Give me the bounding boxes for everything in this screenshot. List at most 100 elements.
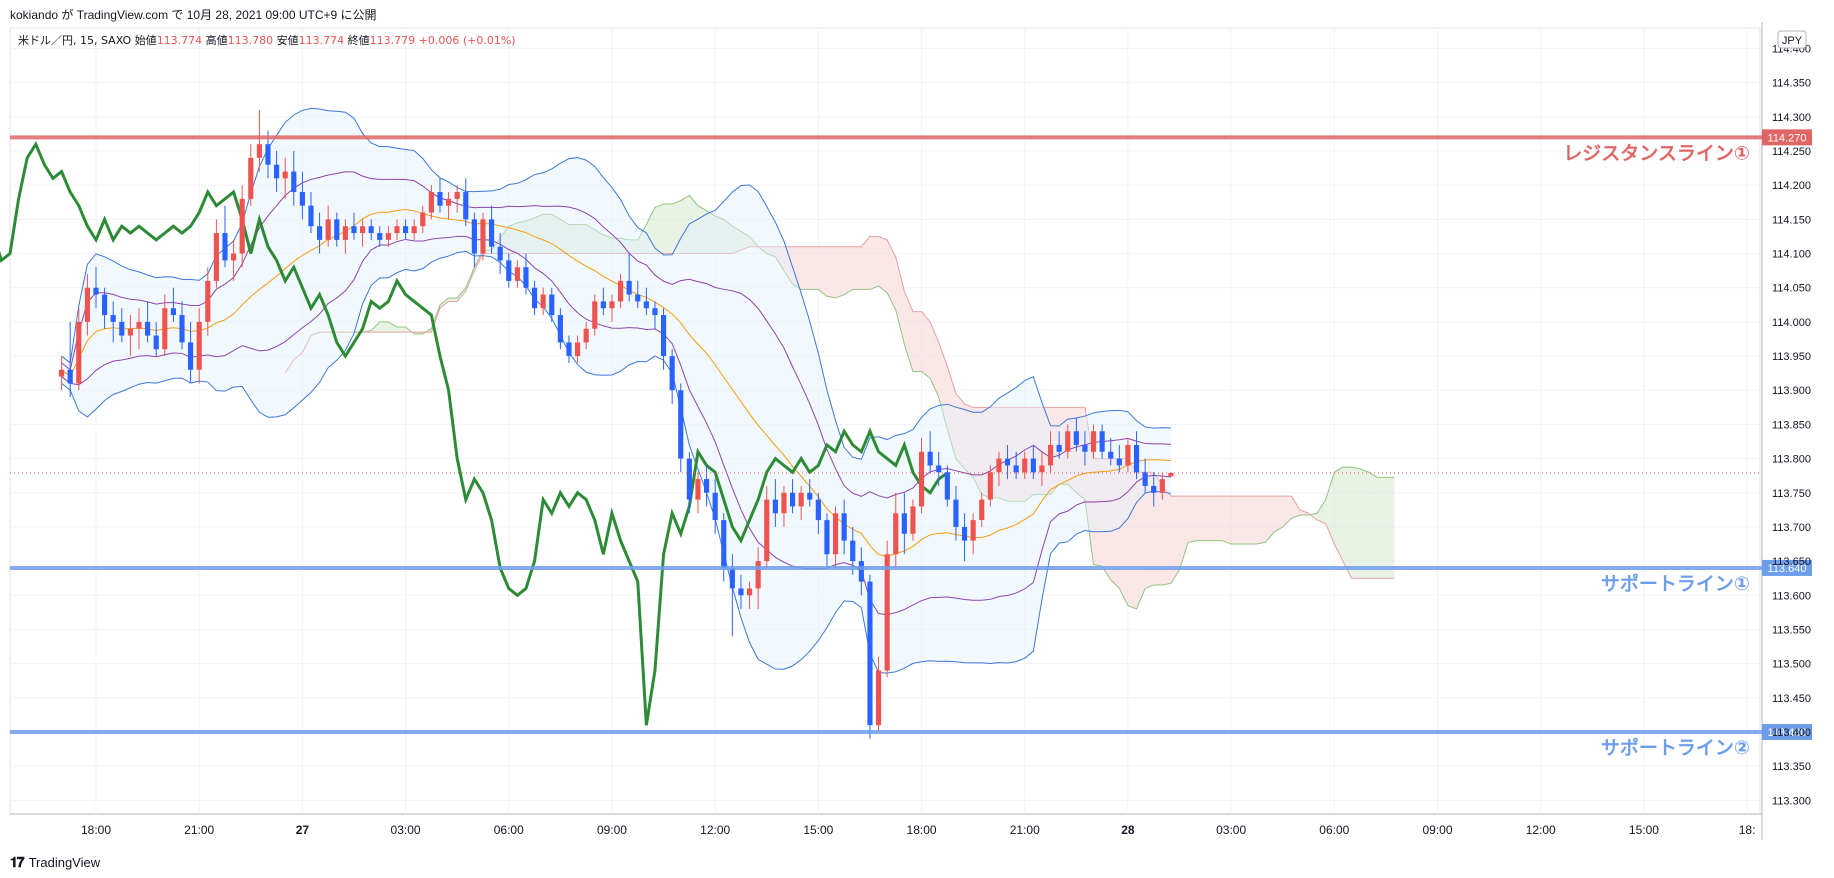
candle-body <box>1022 458 1028 473</box>
x-tick-label: 03:00 <box>1216 823 1246 837</box>
candle-body <box>557 315 563 343</box>
x-tick-label: 15:00 <box>803 823 833 837</box>
cloud-segment <box>732 226 741 254</box>
cloud-segment <box>904 291 913 372</box>
candle-body <box>910 506 916 534</box>
cloud-segment <box>663 203 673 254</box>
cloud-segment <box>448 297 458 302</box>
cloud-segment <box>826 246 836 298</box>
candle-body <box>188 342 194 370</box>
x-tick-label: 21:00 <box>1010 823 1040 837</box>
cloud-segment <box>1351 467 1361 579</box>
candle-body <box>789 492 796 507</box>
candle-body <box>712 492 718 521</box>
cloud-segment <box>809 246 819 290</box>
candle-body <box>1065 431 1071 452</box>
candle-body <box>867 581 873 726</box>
bb-middle <box>61 208 1171 557</box>
cloud-segment <box>1179 496 1189 570</box>
candle-body <box>566 342 572 357</box>
cloud-segment <box>1127 458 1137 609</box>
candle-body <box>76 321 82 384</box>
candle-body <box>471 219 477 254</box>
candle-body <box>334 219 340 240</box>
cloud-segment <box>921 311 931 379</box>
cloud-segment <box>740 231 750 251</box>
candle-body <box>1159 479 1165 493</box>
x-tick-label: 12:00 <box>1526 823 1556 837</box>
candle-body <box>428 192 434 213</box>
y-tick-label: 113.950 <box>1772 351 1811 363</box>
candle-body <box>755 561 761 589</box>
y-tick-label: 113.900 <box>1772 385 1811 397</box>
cloud-segment <box>457 287 466 302</box>
candle-body <box>953 499 959 527</box>
candle-body <box>592 301 598 329</box>
candle-body <box>110 315 116 322</box>
cloud-segment <box>1256 496 1266 545</box>
candle-body <box>652 308 658 316</box>
candle-body <box>205 280 211 322</box>
price-tag-label: 113.640 <box>1768 563 1807 575</box>
candle-body <box>162 308 168 350</box>
candle-body <box>635 294 641 302</box>
candle-body <box>256 144 262 158</box>
cloud-segment <box>586 224 595 254</box>
y-tick-label: 113.800 <box>1772 454 1811 466</box>
y-tick-label: 114.350 <box>1772 78 1811 90</box>
cloud-segment <box>1050 407 1060 495</box>
cloud-segment <box>766 246 776 257</box>
candle-body <box>1004 458 1011 466</box>
cloud-segment <box>973 407 982 495</box>
cloud-segment <box>654 203 664 254</box>
cloud-segment <box>517 221 526 254</box>
candle-body <box>420 212 426 227</box>
candle-body <box>858 561 864 582</box>
cloud-segment <box>551 214 561 254</box>
candle-body <box>231 253 237 261</box>
y-tick-label: 113.300 <box>1772 795 1811 807</box>
cloud-segment <box>1274 496 1283 533</box>
candle-body <box>893 513 899 555</box>
candle-body <box>463 192 469 220</box>
y-tick-label: 113.450 <box>1772 693 1811 705</box>
candle-body <box>325 219 331 240</box>
cloud-segment <box>1033 407 1042 495</box>
candlesticks <box>59 110 1174 739</box>
candle-body <box>1125 444 1131 466</box>
candle-body <box>1039 465 1045 473</box>
candle-body <box>1133 444 1140 473</box>
cloud-segment <box>577 224 587 254</box>
cloud-segment <box>1360 468 1369 579</box>
candle-body <box>1142 472 1148 486</box>
candle-body <box>626 280 632 295</box>
x-tick-label: 06:00 <box>1319 823 1349 837</box>
cloud-segment <box>1317 499 1326 524</box>
y-tick-label: 113.750 <box>1772 488 1811 500</box>
cloud-segment <box>1093 458 1103 567</box>
candle-body <box>824 520 830 555</box>
candle-body <box>746 588 753 596</box>
cloud-segment <box>723 219 733 254</box>
candle-body <box>136 321 142 329</box>
cloud-segment <box>396 327 406 333</box>
cloud-segment <box>508 222 518 254</box>
cloud-segment <box>1248 496 1257 545</box>
candle-body <box>944 472 950 500</box>
x-tick-label: 18: <box>1739 823 1756 837</box>
candle-body <box>1073 431 1079 445</box>
cloud-segment <box>998 407 1008 502</box>
candle-body <box>729 567 735 589</box>
tradingview-logo[interactable]: 𝟏𝟕 TradingView <box>10 854 100 871</box>
candle-body <box>583 328 589 343</box>
candle-body <box>738 588 744 596</box>
cloud-segment <box>1059 407 1068 485</box>
legend-change: +0.006 (+0.01%) <box>419 34 516 47</box>
candle-body <box>927 451 933 466</box>
candle-body <box>574 342 581 357</box>
candle-body <box>196 321 202 370</box>
candle-body <box>678 390 684 459</box>
cloud-segment <box>568 224 578 254</box>
cloud-segment <box>938 342 948 430</box>
